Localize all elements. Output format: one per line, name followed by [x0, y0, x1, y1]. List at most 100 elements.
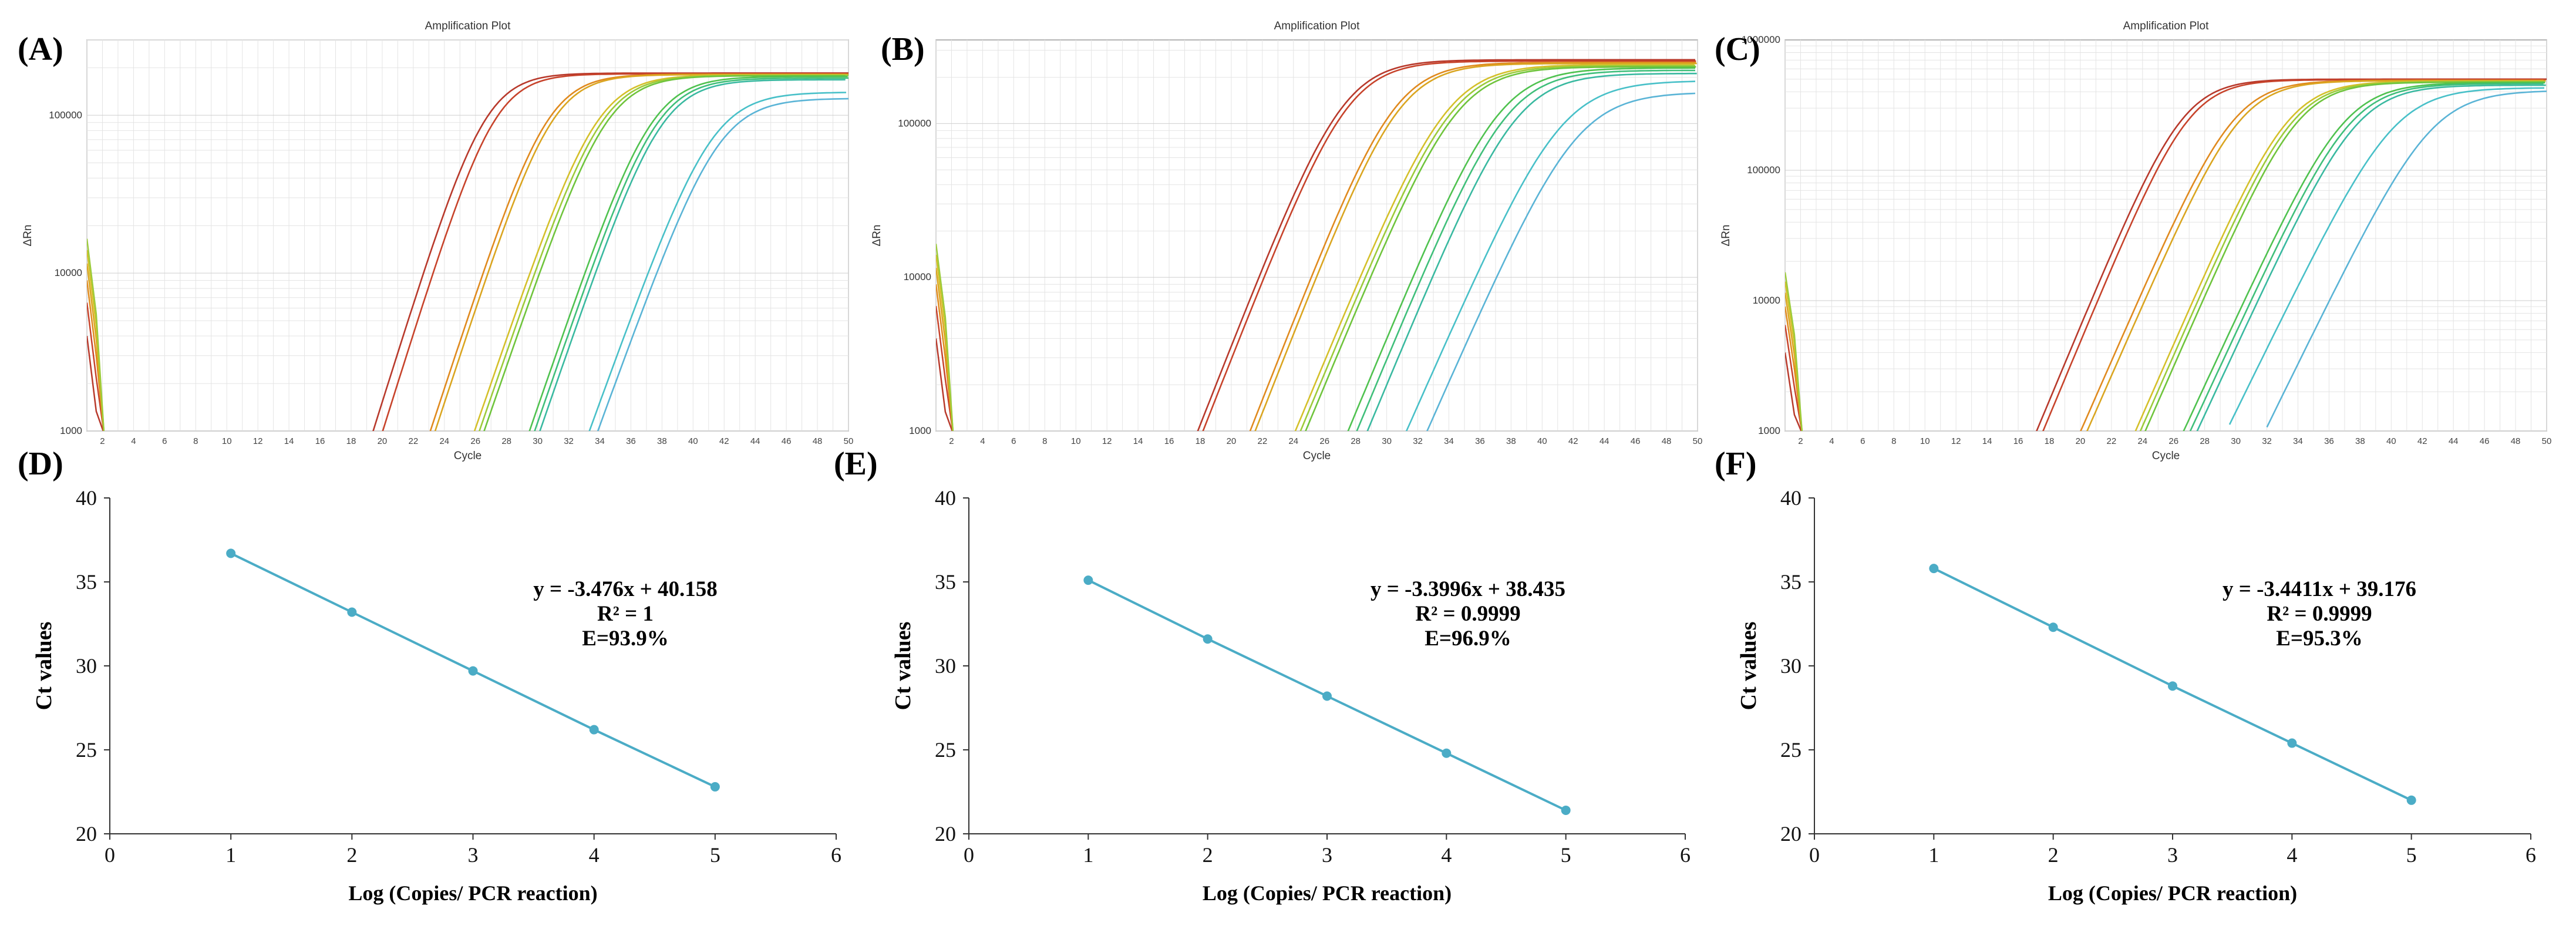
amplification-curve	[1197, 59, 1695, 431]
x-tick-label: 0	[964, 843, 974, 867]
x-tick-label: 34	[595, 436, 605, 446]
amplification-curve	[1202, 60, 1696, 431]
x-tick-label: 36	[626, 436, 636, 446]
x-tick-label: 6	[1860, 436, 1865, 446]
amplification-curve	[539, 79, 846, 431]
panels: 2 4 6 8 10 12 14 16 18 20 22 24 26 28 30 32 34 36 38 40 42 44…	[18, 20, 2551, 905]
x-axis-label: Cycle	[2152, 450, 2180, 462]
data-point	[468, 666, 478, 676]
x-tick-label: 44	[1600, 436, 1609, 446]
x-axis-label: Cycle	[454, 450, 482, 462]
data-point	[2406, 795, 2416, 805]
y-tick-label: 35	[76, 570, 97, 594]
y-tick-label: 100000	[898, 117, 931, 129]
x-tick-label: 4	[2287, 843, 2297, 867]
x-tick-label: 4	[131, 436, 136, 446]
amplification-curve	[588, 92, 847, 431]
x-tick-label: 1	[225, 843, 236, 867]
amplification-plot-0: 2 4 6 8 10 12 14 16 18 20 22 24 26 28 30 32 34 36 38 40 42 44…	[18, 20, 853, 462]
x-tick-label: 26	[2168, 436, 2178, 446]
standard-curve-5: 0 1 2 3 4 5 6 20 25 30 35 40 Log (Copies/ PCR reacti…	[1715, 446, 2536, 905]
data-point	[347, 607, 357, 617]
amplification-curve	[483, 75, 846, 431]
x-tick-label: 32	[564, 436, 574, 446]
y-tick-label: 40	[76, 486, 97, 510]
data-point	[1083, 575, 1093, 585]
x-tick-label: 4	[589, 843, 600, 867]
amplification-curve	[2196, 84, 2546, 431]
baseline-spike	[936, 306, 954, 431]
x-tick-label: 5	[1561, 843, 1571, 867]
data-point	[226, 548, 236, 558]
regression-equation: y = -3.476x + 40.158	[533, 577, 718, 601]
x-tick-label: 46	[2480, 436, 2490, 446]
x-axis-label: Log (Copies/ PCR reaction)	[1203, 881, 1452, 905]
plot-frame	[935, 39, 1698, 432]
x-tick-label: 46	[782, 436, 792, 446]
panel-label: (D)	[18, 446, 63, 482]
x-tick-label: 36	[1475, 436, 1485, 446]
x-tick-label: 10	[1920, 436, 1930, 446]
amplification-curve	[1254, 62, 1697, 431]
x-tick-label: 32	[2262, 436, 2272, 446]
amplification-curve	[1366, 72, 1697, 431]
amplification-curve	[1294, 63, 1695, 431]
amplification-curve	[597, 97, 848, 431]
r-squared: R² = 1	[597, 602, 654, 626]
y-axis-label: ΔRn	[22, 225, 34, 247]
x-tick-label: 40	[1537, 436, 1547, 446]
x-tick-label: 22	[409, 436, 419, 446]
data-point	[2287, 738, 2297, 748]
amplification-curve	[2183, 82, 2545, 431]
amplification-curve	[1347, 67, 1695, 431]
amplification-curve	[1249, 62, 1696, 431]
x-tick-label: 38	[1506, 436, 1516, 446]
x-tick-label: 18	[1196, 436, 1205, 446]
y-tick-label: 100000	[49, 109, 82, 120]
x-tick-label: 34	[2293, 436, 2303, 446]
y-tick-label: 30	[935, 654, 956, 678]
x-tick-label: 48	[813, 436, 823, 446]
amplification-curve	[2266, 90, 2547, 428]
x-tick-label: 32	[1413, 436, 1423, 446]
x-tick-label: 44	[750, 436, 760, 446]
x-tick-label: 8	[193, 436, 198, 446]
y-axis-label: Ct values	[32, 622, 56, 711]
x-tick-label: 10	[222, 436, 232, 446]
regression-equation: y = -3.4411x + 39.176	[2223, 577, 2416, 601]
x-tick-label: 28	[1351, 436, 1361, 446]
efficiency: E=93.9%	[582, 627, 669, 651]
x-tick-label: 38	[2355, 436, 2365, 446]
y-tick-label: 10000	[1753, 295, 1780, 306]
amplification-curve	[528, 76, 848, 431]
x-tick-label: 8	[1042, 436, 1047, 446]
amplification-curve	[534, 77, 848, 431]
x-tick-label: 42	[2417, 436, 2427, 446]
standard-curve-4: 0 1 2 3 4 5 6 20 25 30 35 40 Log (Copies/ PCR reacti…	[834, 446, 1691, 905]
x-tick-label: 2	[100, 436, 105, 446]
y-tick-label: 40	[1780, 486, 1801, 510]
plot-title: Amplification Plot	[2123, 20, 2209, 32]
data-point	[2048, 622, 2058, 632]
x-tick-label: 26	[470, 436, 480, 446]
y-tick-label: 25	[1780, 738, 1801, 762]
amplification-curve	[2144, 81, 2545, 431]
y-tick-label: 10000	[55, 267, 82, 278]
amplification-curve	[2189, 83, 2544, 431]
x-tick-label: 40	[2386, 436, 2396, 446]
baseline-spike	[87, 302, 105, 431]
x-tick-label: 16	[2013, 436, 2023, 446]
x-tick-label: 50	[1693, 436, 1703, 446]
efficiency: E=96.9%	[1425, 627, 1511, 651]
amplification-curve	[1356, 69, 1695, 431]
x-tick-label: 28	[2200, 436, 2210, 446]
x-tick-label: 22	[2107, 436, 2117, 446]
x-tick-label: 12	[253, 436, 263, 446]
y-axis-label: Ct values	[1736, 622, 1761, 711]
data-point	[1929, 564, 1939, 574]
x-tick-label: 6	[1680, 843, 1691, 867]
x-tick-label: 26	[1319, 436, 1329, 446]
x-tick-label: 18	[2045, 436, 2055, 446]
x-tick-label: 6	[1011, 436, 1016, 446]
